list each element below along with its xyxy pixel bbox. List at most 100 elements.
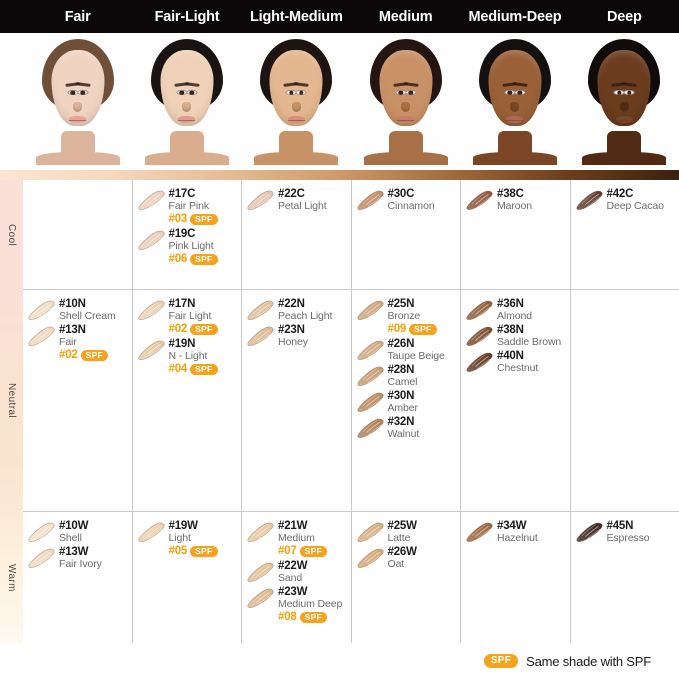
shade-name: Cinnamon (387, 199, 435, 212)
shade-text: #23W Medium Deep #08 SPF (278, 586, 347, 624)
shade-entry[interactable]: #23W Medium Deep #08 SPF (247, 586, 347, 624)
legend-text: Same shade with SPF (526, 653, 651, 669)
spf-shade-code: #04 (168, 362, 188, 375)
neck (279, 131, 314, 165)
shade-entry[interactable]: #26W Oat (356, 546, 457, 570)
shade-name: Deep Cacao (606, 199, 664, 212)
shade-entry[interactable]: #25N Bronze #09 SPF (356, 298, 457, 336)
shade-entry[interactable]: #19C Pink Light #06 SPF (137, 228, 238, 266)
spf-badge-icon: SPF (299, 545, 328, 557)
spf-shade-code: #08 (278, 611, 297, 624)
spf-badge-icon: SPF (190, 213, 218, 225)
shade-name: Peach Light (278, 309, 333, 322)
shade-entry[interactable]: #19N N - Light #04 SPF (137, 338, 238, 376)
shade-text: #30C Cinnamon (388, 188, 457, 212)
shade-entry[interactable]: #28N Camel (356, 364, 457, 388)
category-header-fair-light: Fair-Light (154, 8, 220, 25)
spf-badge-icon: SPF (190, 323, 218, 335)
shade-name: Light (168, 531, 191, 544)
shade-cell-medium: #25W Latte #26W Oat (352, 512, 461, 643)
eye-right-icon (514, 90, 526, 96)
legend: SPF Same shade with SPF (0, 643, 679, 679)
pupil (507, 90, 513, 95)
undertone-label-cool: Cool (6, 223, 17, 247)
shade-entry[interactable]: #23N Honey (247, 324, 347, 348)
shade-swatch-icon (137, 340, 165, 360)
shade-swatch-icon (356, 366, 384, 386)
shade-entry[interactable]: #22C Petal Light (247, 188, 347, 212)
shade-entry[interactable]: #17C Fair Pink #03 SPF (137, 188, 238, 226)
eye-left-icon (613, 90, 625, 96)
shade-entry[interactable]: #19W Light #05 SPF (137, 520, 238, 558)
shade-entry[interactable]: #45N Espresso (575, 520, 676, 544)
shade-cell-deep: #45N Espresso (571, 512, 679, 643)
shade-entry[interactable]: #38C Maroon (466, 188, 566, 212)
photo-left-spacer (0, 33, 23, 170)
shade-entry[interactable]: #42C Deep Cacao (575, 188, 676, 212)
shade-swatch-icon (28, 522, 55, 542)
shade-entry[interactable]: #13W Fair Ivory (28, 546, 128, 570)
nose-icon (182, 102, 192, 112)
shade-entry[interactable]: #38N Saddle Brown (466, 324, 566, 348)
shade-text: #45N Espresso (607, 520, 676, 544)
shade-swatch-icon (466, 190, 493, 210)
face-oval (488, 50, 542, 126)
spf-shade-code: #02 (59, 349, 78, 362)
spf-shade-code: #06 (168, 252, 188, 265)
category-header-deep: Deep (606, 8, 642, 25)
face-illustration (144, 39, 229, 165)
shade-entry[interactable]: #40N Chestnut (466, 350, 566, 374)
pupil (299, 90, 304, 95)
pupil (189, 90, 195, 95)
shade-entry[interactable]: #21W Medium #07 SPF (247, 520, 347, 558)
shade-code: #25N (387, 298, 415, 310)
shade-code: #10W (59, 520, 89, 532)
shade-code: #17C (168, 188, 196, 200)
shade-entry[interactable]: #34W Hazelnut (466, 520, 566, 544)
shade-text: #25N Bronze #09 SPF (388, 298, 457, 336)
shade-entry[interactable]: #22W Sand (247, 560, 347, 584)
eyebrow-right-icon (621, 82, 637, 88)
shade-entry[interactable]: #10W Shell (28, 520, 128, 544)
shade-entry[interactable]: #36N Almond (466, 298, 566, 322)
shade-entry[interactable]: #25W Latte (356, 520, 457, 544)
shade-entry[interactable]: #13N Fair #02 SPF (28, 324, 128, 362)
shade-entry[interactable]: #30N Amber (356, 390, 457, 414)
eyebrow-right-icon (512, 82, 528, 88)
shade-entry[interactable]: #30C Cinnamon (356, 188, 457, 212)
pupil (70, 90, 75, 95)
eye-left-icon (67, 90, 79, 96)
shade-name: Bronze (387, 309, 421, 322)
shade-swatch-icon (247, 588, 274, 608)
spf-line: #02 SPF (59, 349, 128, 361)
shade-text: #40N Chestnut (497, 350, 566, 374)
shade-swatch-icon (356, 392, 384, 413)
shade-code: #36N (497, 298, 524, 310)
shade-cell-deep (571, 290, 679, 511)
shade-entry[interactable]: #32N Walnut (356, 416, 457, 440)
shade-code: #23W (278, 585, 308, 598)
shade-swatch-icon (356, 548, 384, 569)
shade-entry[interactable]: #17N Fair Light #02 SPF (137, 298, 238, 336)
shade-row-neutral: #10N Shell Cream #13N Fair #02 SPF #17N Fair Li… (23, 290, 679, 512)
shade-name: Maroon (497, 199, 533, 212)
shade-cell-medium-deep: #36N Almond #38N Saddle Brown #40N Chestnut (461, 290, 571, 511)
eyebrow-right-icon (402, 82, 419, 88)
shade-cell-deep: #42C Deep Cacao (571, 180, 679, 289)
shade-text: #38C Maroon (497, 188, 566, 212)
pupil (408, 90, 413, 95)
shade-entry[interactable]: #10N Shell Cream (28, 298, 128, 322)
shade-entry[interactable]: #22N Peach Light (247, 298, 347, 322)
undertone-label-warm: Warm (6, 563, 17, 592)
shade-entry[interactable]: #26N Taupe Beige (356, 338, 457, 362)
spf-shade-code: #03 (168, 213, 188, 226)
face-oval (379, 50, 433, 126)
shade-swatch-icon (356, 522, 384, 542)
shade-name: Medium (278, 531, 315, 544)
shade-text: #10W Shell (59, 520, 128, 544)
eyebrow-right-icon (75, 82, 91, 88)
shade-text: #22C Petal Light (278, 188, 347, 212)
shade-code: #13W (59, 546, 89, 559)
spf-line: #04 SPF (169, 363, 238, 375)
